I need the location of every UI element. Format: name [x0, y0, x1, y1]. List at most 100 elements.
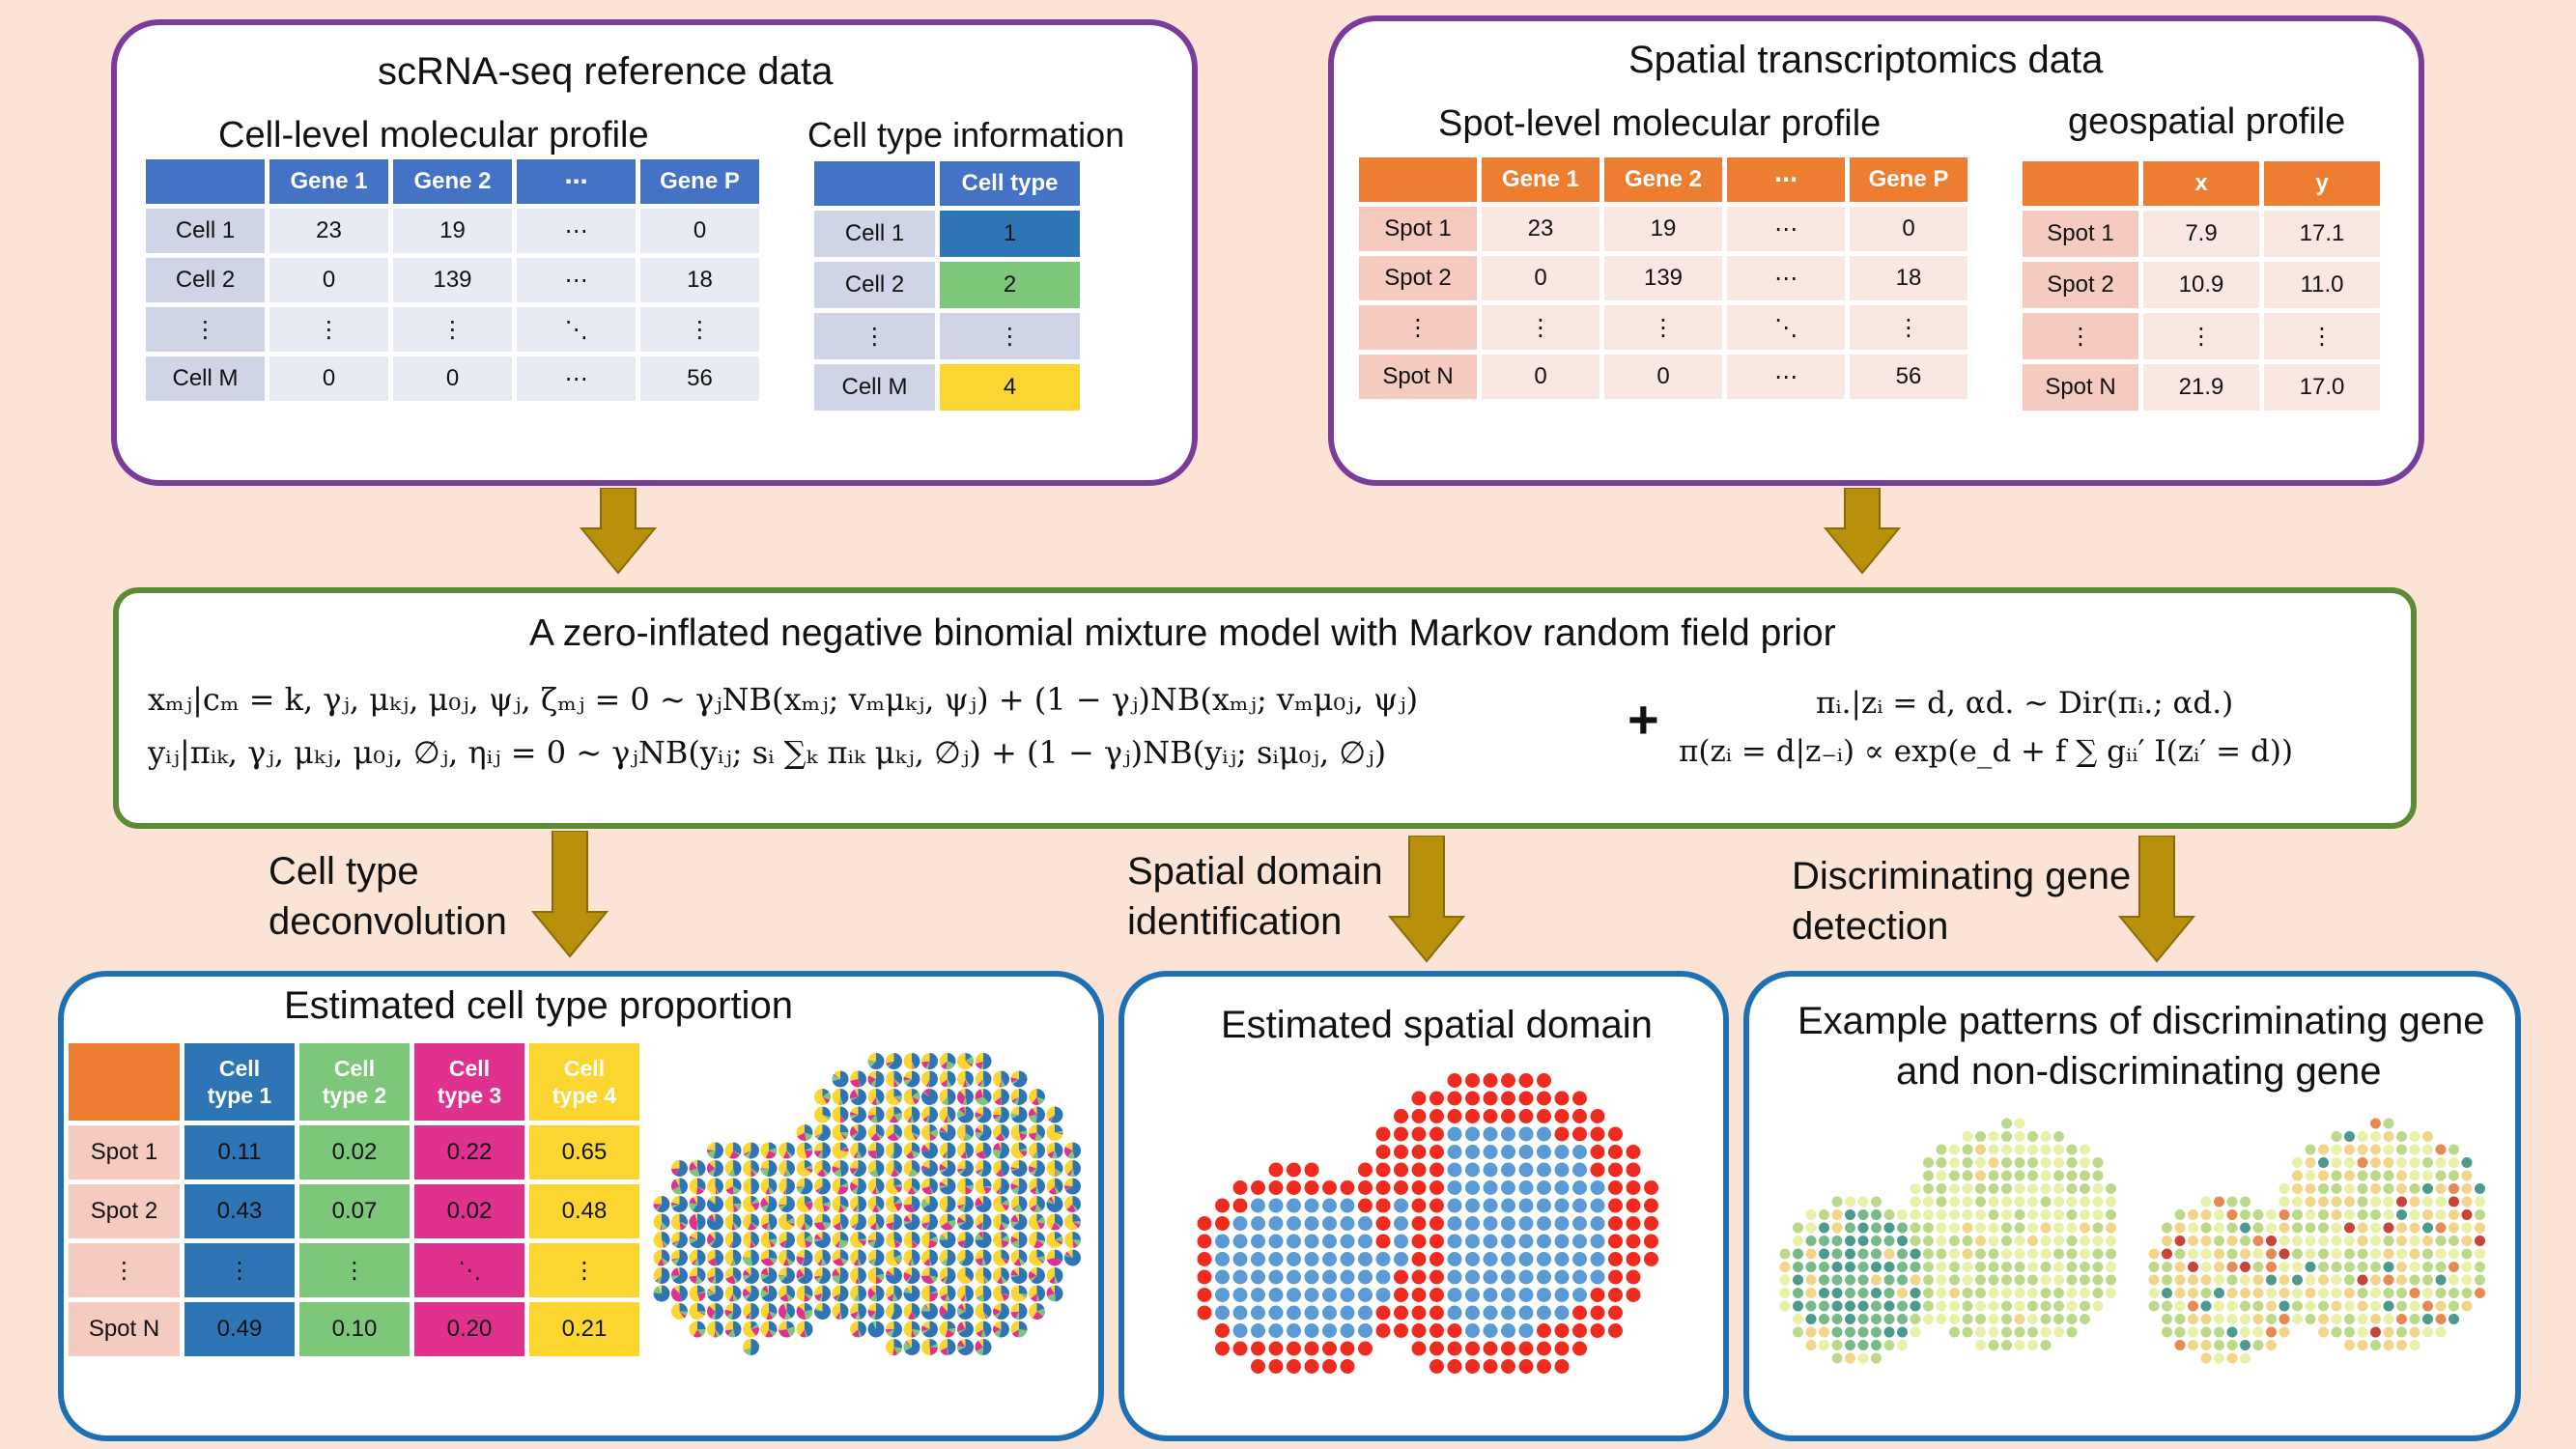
pie-slice — [983, 1089, 992, 1103]
gene-spot — [2331, 1248, 2342, 1260]
pie-slice — [850, 1196, 859, 1210]
pie-slice — [929, 1339, 938, 1348]
pie-spot — [993, 1070, 1009, 1088]
spot-profile-header-0: Gene 1 — [1482, 157, 1599, 202]
pie-slice — [1055, 1168, 1057, 1177]
pie-slice — [671, 1267, 680, 1276]
domain-spot — [1358, 1341, 1373, 1356]
gene-spot — [2357, 1144, 2368, 1155]
gene-spot — [1949, 1196, 1960, 1208]
domain-spot — [1572, 1234, 1587, 1249]
pie-slice — [957, 1106, 974, 1123]
domain-spot — [1465, 1341, 1480, 1356]
pie-slice — [874, 1303, 885, 1320]
gene-spot — [2174, 1274, 2186, 1286]
geo-cell: ⋮ — [2143, 313, 2259, 359]
pie-slice — [1012, 1204, 1019, 1210]
pie-spot — [689, 1321, 706, 1338]
gene-spot — [2188, 1300, 2198, 1312]
gene-spot — [2188, 1314, 2198, 1324]
pie-slice — [993, 1329, 1002, 1338]
pie-slice — [805, 1201, 813, 1205]
pie-slice — [870, 1311, 876, 1320]
pie-slice — [956, 1178, 966, 1195]
spot-profile-header-1: Gene 2 — [1604, 157, 1722, 202]
pie-slice — [993, 1267, 1002, 1283]
pie-spot — [867, 1303, 885, 1320]
pie-slice — [893, 1132, 901, 1140]
pie-slice — [939, 1130, 948, 1133]
cell-type-value: 2 — [940, 262, 1080, 308]
geo-cell: 7.9 — [2143, 211, 2259, 257]
pie-slice — [711, 1275, 717, 1284]
pie-slice — [910, 1115, 915, 1123]
cell-profile-header-2: ⋯ — [517, 159, 636, 204]
pie-slice — [941, 1303, 956, 1320]
pie-spot — [957, 1285, 974, 1302]
gene-spot — [1962, 1314, 1973, 1324]
pie-slice — [833, 1222, 841, 1231]
gene-spot — [2292, 1262, 2303, 1272]
pie-spot — [850, 1267, 866, 1284]
gene-spot — [2080, 1236, 2090, 1246]
gene-spot — [2318, 1248, 2329, 1260]
pie-spot — [689, 1267, 706, 1284]
pie-slice — [1066, 1249, 1073, 1258]
domain-spot — [1608, 1162, 1623, 1178]
domain-spot — [1537, 1305, 1551, 1321]
pie-spot — [1046, 1124, 1063, 1141]
domain-spot — [1304, 1341, 1319, 1356]
pie-slice — [1030, 1204, 1037, 1212]
proportion-cell: 0.02 — [299, 1125, 410, 1179]
pie-slice — [976, 1168, 983, 1175]
pie-slice — [840, 1106, 849, 1122]
domain-spot — [1268, 1288, 1284, 1302]
pie-spot — [957, 1089, 974, 1105]
pie-slice — [724, 1267, 733, 1279]
pie-slice — [822, 1222, 831, 1230]
pie-spot — [832, 1178, 849, 1195]
pie-slice — [733, 1196, 742, 1205]
pie-slice — [983, 1186, 992, 1189]
pie-slice — [1047, 1293, 1056, 1302]
domain-spot — [1626, 1198, 1641, 1213]
gene-spot — [2475, 1248, 2485, 1260]
pie-slice — [891, 1168, 899, 1177]
pie-slice — [958, 1213, 974, 1231]
gene-spot — [1949, 1236, 1960, 1246]
gene-spot — [2305, 1196, 2316, 1208]
gene-spot — [2409, 1183, 2420, 1194]
domain-spot — [1518, 1073, 1534, 1088]
pie-spot — [921, 1089, 938, 1105]
gene-spot — [2370, 1326, 2381, 1338]
pie-slice — [853, 1293, 859, 1301]
pie-slice — [817, 1258, 823, 1266]
pie-slice — [1029, 1178, 1037, 1191]
pie-slice — [1064, 1160, 1073, 1175]
gene-spot — [2461, 1222, 2473, 1234]
gene-spot — [2240, 1352, 2250, 1364]
gene-spot — [2396, 1274, 2407, 1286]
pie-slice — [805, 1329, 808, 1338]
gene-spot — [2014, 1118, 2025, 1129]
pie-spot — [886, 1249, 902, 1266]
pie-slice — [923, 1196, 930, 1205]
gene-spot — [1819, 1314, 1829, 1324]
spot-profile-header-2: ⋯ — [1727, 157, 1845, 202]
pie-slice — [690, 1232, 706, 1248]
domain-spot — [1518, 1234, 1534, 1249]
pie-spot — [796, 1285, 813, 1302]
pie-slice — [1046, 1258, 1062, 1266]
pie-slice — [760, 1289, 769, 1298]
pie-slice — [975, 1249, 983, 1260]
geo-cell: 10.9 — [2143, 262, 2259, 308]
pie-slice — [890, 1311, 894, 1320]
pie-slice — [851, 1186, 859, 1195]
pie-slice — [840, 1182, 849, 1188]
gene-spot — [2383, 1157, 2394, 1168]
pie-slice — [1001, 1079, 1006, 1088]
gene-spot — [1923, 1274, 1934, 1286]
pie-slice — [850, 1106, 859, 1115]
pie-slice — [821, 1258, 827, 1266]
